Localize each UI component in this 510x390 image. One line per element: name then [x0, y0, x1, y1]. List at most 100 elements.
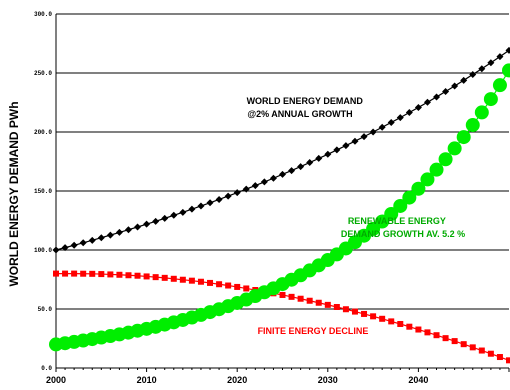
- data-point: [370, 313, 377, 320]
- data-point: [124, 226, 132, 234]
- data-point: [243, 285, 250, 292]
- data-point: [429, 162, 444, 177]
- data-point: [260, 178, 268, 186]
- data-point: [469, 71, 477, 79]
- annotation-renewable-line2: DEMAND GROWTH AV. 5.2 %: [341, 229, 465, 239]
- data-point: [70, 241, 78, 249]
- series-layer: [49, 46, 510, 364]
- annotation-world-demand-line1: WORLD ENERGY DEMAND: [247, 96, 364, 106]
- data-point: [71, 270, 78, 277]
- data-point: [506, 357, 510, 364]
- data-point: [478, 347, 485, 354]
- data-point: [297, 163, 305, 171]
- data-point: [411, 181, 426, 196]
- data-point: [387, 118, 395, 126]
- data-point: [433, 332, 440, 339]
- data-point: [98, 271, 105, 278]
- data-point: [414, 103, 422, 111]
- data-point: [342, 142, 350, 150]
- data-point: [496, 354, 503, 361]
- data-point: [502, 63, 510, 78]
- data-point: [52, 246, 60, 254]
- data-point: [393, 198, 408, 213]
- data-point: [161, 214, 169, 222]
- data-point: [487, 350, 494, 357]
- series-world-demand: [52, 46, 510, 254]
- data-point: [61, 244, 69, 252]
- data-point: [315, 299, 322, 306]
- data-point: [447, 141, 462, 156]
- data-point: [351, 308, 358, 315]
- data-point: [224, 192, 232, 200]
- data-point: [351, 137, 359, 145]
- data-point: [423, 98, 431, 106]
- data-point: [269, 174, 277, 182]
- data-point: [406, 323, 413, 330]
- data-point: [116, 271, 123, 278]
- data-point: [424, 329, 431, 336]
- data-point: [342, 306, 349, 313]
- data-point: [361, 310, 368, 317]
- y-tick-label: 250.0: [34, 70, 52, 77]
- data-point: [451, 82, 459, 90]
- data-point: [388, 318, 395, 325]
- data-point: [442, 88, 450, 96]
- x-tick-label: 2020: [227, 375, 247, 385]
- data-point: [161, 274, 168, 281]
- data-point: [170, 275, 177, 282]
- data-point: [188, 205, 196, 213]
- series-finite: [53, 270, 510, 364]
- annotation-finite-decline: FINITE ENERGY DECLINE: [258, 326, 369, 336]
- annotation-world-demand: WORLD ENERGY DEMAND @2% ANNUAL GROWTH: [247, 96, 366, 119]
- data-point: [225, 282, 232, 289]
- data-point: [288, 167, 296, 175]
- data-point: [433, 93, 441, 101]
- y-tick-label: 0.0: [41, 365, 52, 372]
- data-point: [420, 172, 435, 187]
- data-point: [492, 78, 507, 93]
- data-point: [379, 315, 386, 322]
- data-point: [179, 208, 187, 216]
- data-point: [152, 217, 160, 225]
- data-point: [134, 223, 142, 231]
- data-point: [378, 123, 386, 131]
- annotation-world-demand-line2: @2% ANNUAL GROWTH: [247, 109, 352, 119]
- data-point: [97, 234, 105, 242]
- data-point: [438, 152, 453, 167]
- y-tick-label: 200.0: [34, 129, 52, 136]
- data-point: [333, 146, 341, 154]
- data-point: [496, 53, 504, 61]
- data-point: [402, 190, 417, 205]
- x-tick-label: 2010: [137, 375, 157, 385]
- data-point: [107, 271, 114, 278]
- data-point: [324, 150, 332, 158]
- data-point: [306, 159, 314, 167]
- data-point: [474, 105, 489, 120]
- annotation-renewable: RENEWABLE ENERGY DEMAND GROWTH AV. 5.2 %: [341, 216, 465, 239]
- y-tick-label: 150.0: [34, 188, 52, 195]
- y-tick-label: 300.0: [34, 11, 52, 18]
- data-point: [369, 128, 377, 136]
- data-point: [478, 65, 486, 73]
- data-point: [143, 220, 151, 228]
- data-point: [360, 133, 368, 141]
- data-point: [460, 76, 468, 84]
- y-axis-label: WORLD ENERGY DEMAND PWh: [7, 101, 21, 286]
- data-point: [242, 185, 250, 193]
- data-point: [288, 293, 295, 300]
- data-point: [324, 301, 331, 308]
- data-point: [106, 231, 114, 239]
- data-point: [206, 199, 214, 207]
- data-point: [89, 270, 96, 277]
- data-point: [333, 303, 340, 310]
- data-point: [115, 228, 123, 236]
- x-tick-label: 2040: [408, 375, 428, 385]
- data-point: [216, 281, 223, 288]
- annotation-finite-decline-line1: FINITE ENERGY DECLINE: [258, 326, 369, 336]
- data-point: [179, 276, 186, 283]
- data-point: [197, 202, 205, 210]
- series-renewable: [49, 63, 510, 352]
- data-point: [396, 114, 404, 122]
- data-point: [279, 170, 286, 178]
